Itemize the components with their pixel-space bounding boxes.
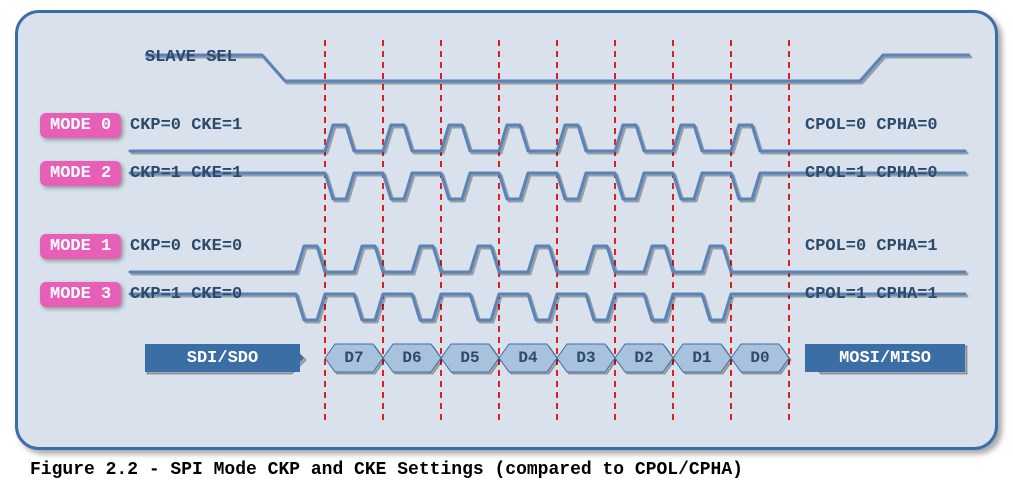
mode-badge-1: MODE 2 [40,161,121,186]
mode-right-2: CPOL=0 CPHA=1 [805,237,938,256]
data-bit-d7: D7 [325,345,383,371]
mosi-miso-label: MOSI/MISO [805,344,965,372]
data-bit-d3: D3 [557,345,615,371]
mode-left-3: CKP=1 CKE=0 [130,285,242,304]
data-bit-d5: D5 [441,345,499,371]
mode-badge-2: MODE 1 [40,234,121,259]
data-bit-d1: D1 [673,345,731,371]
data-bit-d4: D4 [499,345,557,371]
sdi-sdo-label: SDI/SDO [145,344,300,372]
data-bit-d6: D6 [383,345,441,371]
mode-badge-0: MODE 0 [40,113,121,138]
mode-badge-3: MODE 3 [40,282,121,307]
data-bit-d0: D0 [731,345,789,371]
figure-caption: Figure 2.2 - SPI Mode CKP and CKE Settin… [30,460,743,480]
mode-right-3: CPOL=1 CPHA=1 [805,285,938,304]
mode-left-2: CKP=0 CKE=0 [130,237,242,256]
mode-left-1: CKP=1 CKE=1 [130,164,242,183]
data-bit-d2: D2 [615,345,673,371]
slave-sel-label: SLAVE SEL [145,48,237,67]
mode-left-0: CKP=0 CKE=1 [130,116,242,135]
mode-right-1: CPOL=1 CPHA=0 [805,164,938,183]
mode-right-0: CPOL=0 CPHA=0 [805,116,938,135]
